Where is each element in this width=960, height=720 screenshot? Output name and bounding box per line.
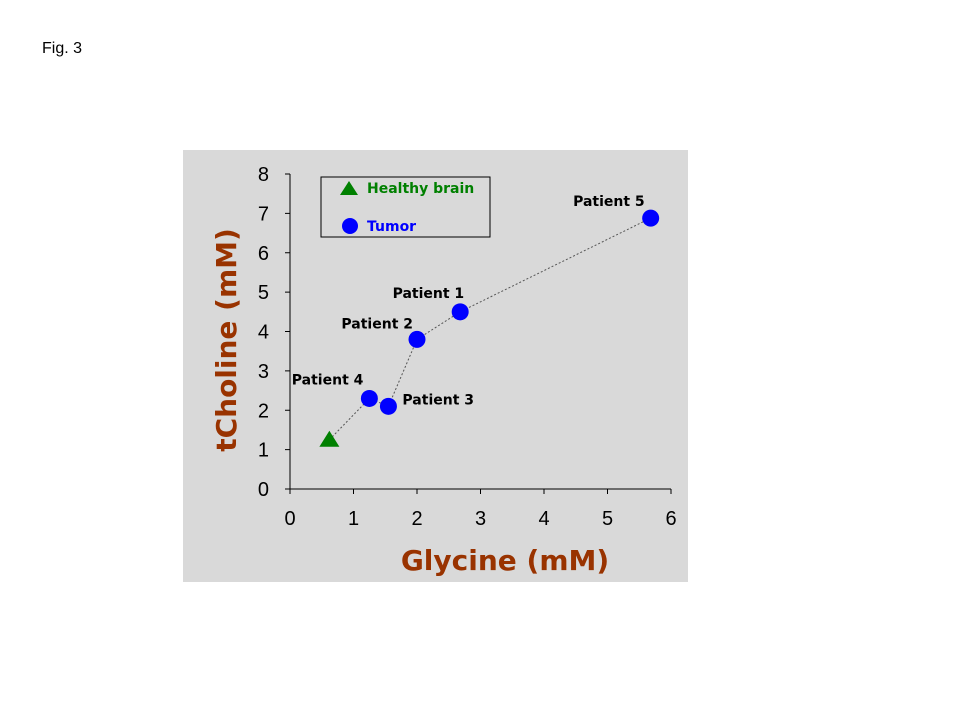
point-label: Patient 2 [341, 316, 413, 332]
connector-line-group [329, 217, 651, 441]
point-label: Patient 3 [402, 392, 474, 408]
legend-healthy-marker [340, 181, 358, 195]
y-tick-label: 7 [258, 203, 269, 225]
y-tick-label: 0 [258, 479, 269, 501]
y-tick-label: 1 [258, 440, 269, 462]
x-tick-label: 4 [538, 508, 549, 530]
connector-line [329, 217, 651, 441]
legend-tumor-label: Tumor [367, 219, 416, 235]
point-label: Patient 5 [573, 194, 645, 210]
x-tick-label: 5 [602, 508, 613, 530]
x-tick-label: 3 [475, 508, 486, 530]
data-points-group [319, 209, 660, 447]
chart-axes: 0 1 2 3 4 5 6 7 8 0 1 2 3 4 5 6 [258, 164, 677, 530]
y-tick-label: 6 [258, 243, 269, 265]
x-tick-label: 2 [411, 508, 422, 530]
legend-healthy-label: Healthy brain [367, 181, 474, 197]
chart-panel-background [183, 150, 688, 582]
y-tick-label: 4 [258, 322, 269, 344]
healthy-brain-point [319, 430, 340, 447]
y-axis-title: tCholine (mM) [210, 228, 243, 452]
y-tick-label: 8 [258, 164, 269, 186]
legend-tumor-marker [342, 218, 358, 234]
point-label: Patient 1 [393, 286, 465, 302]
y-tick-label: 2 [258, 400, 269, 422]
tumor-point [360, 389, 378, 407]
figure-label: Fig. 3 [42, 40, 83, 57]
point-labels-group: Patient 4 Patient 3 Patient 2 Patient 1 Pati… [292, 194, 645, 408]
tumor-point [451, 303, 469, 321]
x-tick-label: 1 [348, 508, 359, 530]
x-axis-title: Glycine (mM) [401, 544, 609, 577]
x-tick-label: 0 [284, 508, 295, 530]
legend: Healthy brain Tumor [320, 176, 491, 238]
y-tick-label: 5 [258, 282, 269, 304]
tumor-point [379, 397, 397, 415]
tumor-point [408, 330, 426, 348]
tumor-point [642, 209, 660, 227]
x-tick-label: 6 [665, 508, 676, 530]
point-label: Patient 4 [292, 372, 364, 388]
legend-box [320, 176, 491, 238]
y-tick-label: 3 [258, 361, 269, 383]
